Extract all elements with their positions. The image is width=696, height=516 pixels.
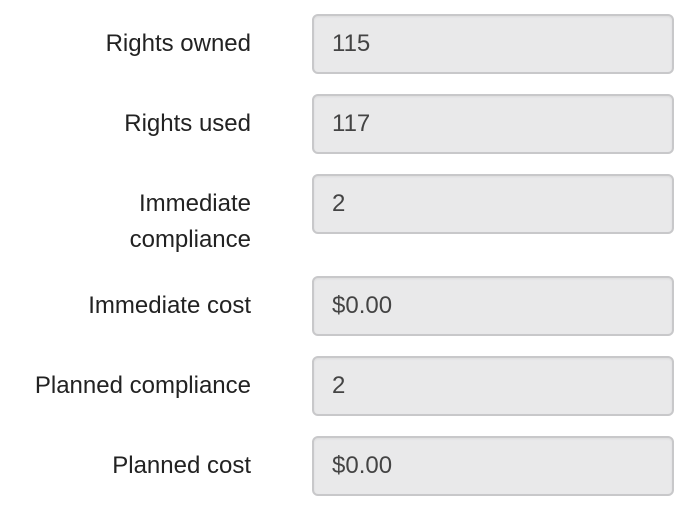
planned-cost-label: Planned cost [112,452,251,479]
rights-used-field[interactable] [312,94,674,154]
immediate-compliance-field[interactable] [312,174,674,234]
immediate-compliance-label: Immediate compliance [129,190,251,253]
immediate-cost-label: Immediate cost [88,292,251,319]
planned-cost-field[interactable] [312,436,674,496]
planned-compliance-label: Planned compliance [34,372,251,399]
rights-owned-field[interactable] [312,14,674,74]
immediate-cost-field[interactable] [312,276,674,336]
planned-compliance-field[interactable] [312,356,674,416]
rights-used-label: Rights used [124,110,251,137]
rights-owned-label: Rights owned [105,30,251,57]
